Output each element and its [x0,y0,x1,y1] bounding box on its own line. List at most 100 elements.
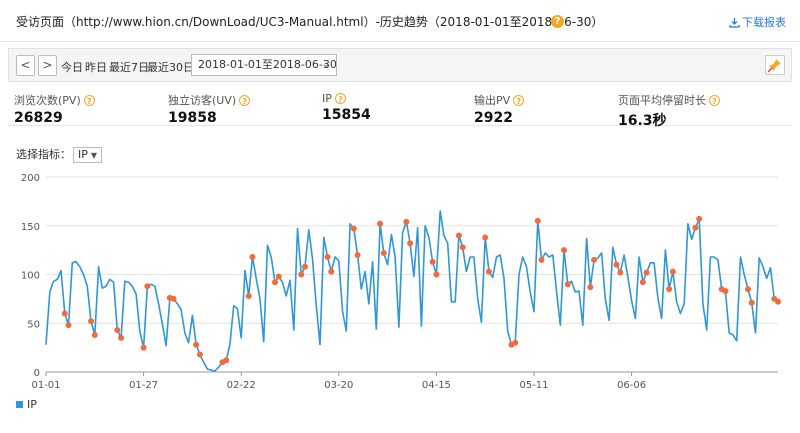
weekend-marker[interactable] [643,269,650,276]
weekend-marker[interactable] [302,263,309,270]
weekend-marker[interactable] [591,256,598,263]
help-icon[interactable]: ? [334,93,346,104]
weekend-marker[interactable] [245,292,252,299]
weekend-marker[interactable] [692,224,699,231]
indicator-value: IP [78,148,88,161]
weekend-marker[interactable] [696,215,703,222]
date-range-select[interactable]: 2018-01-01至2018-06-30 ⌄ [191,54,337,76]
weekend-marker[interactable] [377,220,384,227]
weekend-marker[interactable] [118,334,125,341]
weekend-marker[interactable] [196,351,203,358]
download-report-link[interactable]: 下载报表 [729,14,786,30]
caret-down-icon: ▼ [90,151,98,160]
legend-swatch [16,401,23,408]
weekend-marker[interactable] [91,331,98,338]
weekend-marker[interactable] [350,225,357,232]
x-tick-label: 01-27 [129,380,158,391]
metric-value: 26829 [14,110,63,126]
weekend-markers [61,215,781,366]
weekend-marker[interactable] [639,279,646,286]
series-line-ip [45,210,779,372]
weekend-marker[interactable] [324,253,331,260]
previous-period-button[interactable]: < [16,55,35,76]
weekend-marker[interactable] [617,269,624,276]
weekend-marker[interactable] [669,268,676,275]
help-icon[interactable]: ? [513,95,525,106]
weekend-marker[interactable] [407,240,414,247]
indicator-select[interactable]: IP ▼ [73,147,103,163]
weekend-marker[interactable] [140,344,147,351]
metric-label: 页面平均停留时长 [618,94,706,107]
weekend-marker[interactable] [271,279,278,286]
help-icon[interactable]: ? [83,95,95,106]
next-period-button[interactable]: > [38,55,57,76]
trend-chart[interactable]: 0 50 100 150 200 01-01 01-27 02-22 03-20 04-15 05-… [0,165,800,395]
weekend-marker[interactable] [403,218,410,225]
indicator-selector: 选择指标： IP ▼ [16,146,103,163]
weekend-marker[interactable] [65,322,72,329]
pin-button[interactable] [765,55,785,75]
pin-icon [767,59,781,73]
chart-legend[interactable]: IP [16,398,37,411]
weekend-marker[interactable] [298,271,305,278]
y-tick-label: 100 [21,271,40,282]
metric-avg-duration: 页面平均停留时长? 16.3秒 [618,92,720,130]
x-tick-label: 06-06 [617,380,646,391]
metric-label: 浏览次数(PV) [14,94,81,107]
metric-uv: 独立访客(UV)? 19858 [168,92,251,126]
weekend-marker[interactable] [538,256,545,263]
weekend-marker[interactable] [328,268,335,275]
x-tick-label: 04-15 [422,380,451,391]
quick-range-today[interactable]: 今日 [61,61,83,74]
weekend-marker[interactable] [613,261,620,268]
weekend-marker[interactable] [354,252,361,258]
help-icon[interactable]: ? [551,15,564,28]
page-title: 受访页面（http://www.hion.cn/DownLoad/UC3-Man… [16,15,604,29]
y-tick-label: 150 [21,222,40,233]
weekend-marker[interactable] [193,341,200,348]
weekend-marker[interactable] [722,288,729,295]
metric-ip: IP? 15854 [322,92,371,123]
metrics-summary: 浏览次数(PV)? 26829 独立访客(UV)? 19858 IP? 1585… [8,86,792,129]
weekend-marker[interactable] [512,339,519,346]
x-tick-label: 02-22 [227,380,256,391]
weekend-marker[interactable] [561,247,568,254]
metric-value: 15854 [322,107,371,123]
metric-label: 独立访客(UV) [168,94,237,107]
weekend-marker[interactable] [748,299,755,306]
help-icon[interactable]: ? [709,95,720,106]
weekend-marker[interactable] [275,273,282,280]
weekend-marker[interactable] [744,286,751,293]
weekend-marker[interactable] [114,327,121,334]
weekend-marker[interactable] [380,250,387,257]
weekend-marker[interactable] [433,271,440,278]
weekend-marker[interactable] [88,318,95,325]
indicator-label: 选择指标： [16,148,71,161]
weekend-marker[interactable] [459,244,466,251]
y-tick-label: 200 [21,173,40,184]
weekend-marker[interactable] [485,268,492,275]
quick-range-last-30-days[interactable]: 最近30日 [147,61,194,74]
weekend-marker[interactable] [666,286,673,293]
date-range-value: 2018-01-01至2018-06-30 [198,58,337,71]
weekend-marker[interactable] [587,284,594,291]
weekend-marker[interactable] [249,253,256,260]
weekend-marker[interactable] [455,232,462,239]
weekend-marker[interactable] [429,258,436,265]
weekend-marker[interactable] [482,234,489,241]
weekend-marker[interactable] [144,283,151,290]
weekend-marker[interactable] [223,357,230,364]
weekend-marker[interactable] [61,310,68,317]
weekend-marker[interactable] [564,281,571,288]
quick-range-yesterday[interactable]: 昨日 [85,61,107,74]
weekend-marker[interactable] [775,298,781,305]
metric-label: 输出PV [474,94,511,107]
help-icon[interactable]: ? [239,95,251,106]
quick-range-last-7-days[interactable]: 最近7日 [109,61,149,74]
metric-value: 2922 [474,110,513,126]
weekend-marker[interactable] [170,295,177,302]
axis-labels: 0 50 100 150 200 01-01 01-27 02-22 03-20 04-15 05-… [21,173,646,391]
y-tick-label: 50 [27,319,40,330]
x-tick-label: 01-01 [31,380,60,391]
weekend-marker[interactable] [534,217,541,224]
